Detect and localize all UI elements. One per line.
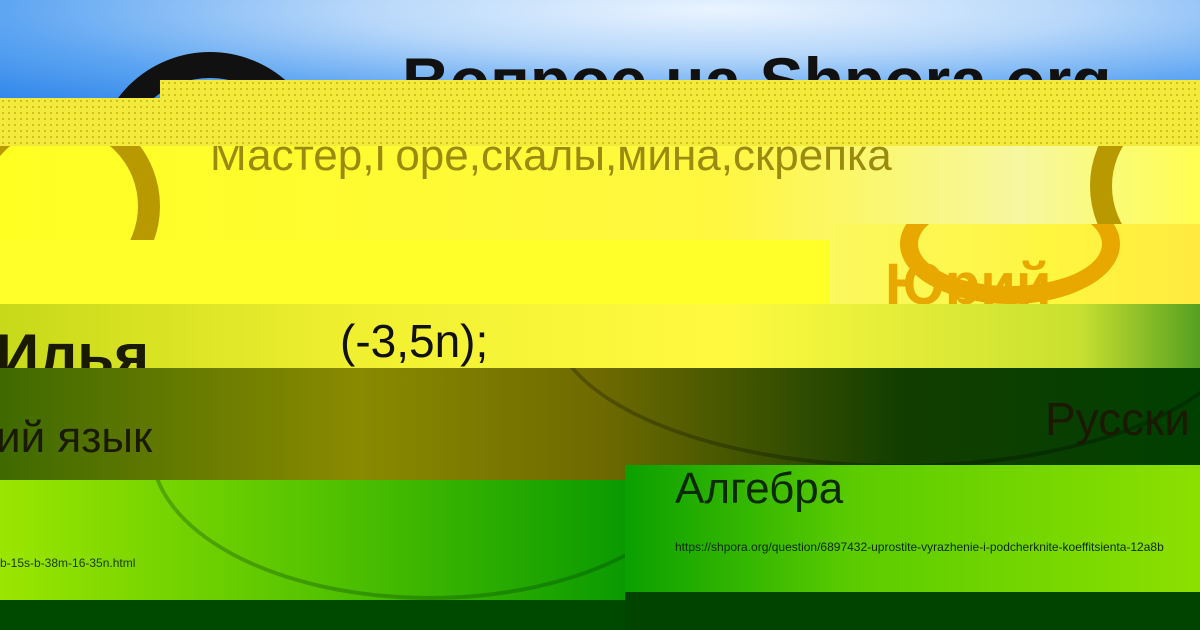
glitch-band: [0, 98, 1200, 146]
decorative-arc: [1090, 146, 1200, 241]
decorative-arc: [0, 146, 160, 241]
question-text: Мастер,Горе,скалы,мина,скрепка: [210, 146, 892, 180]
decorative-arc: [150, 480, 625, 600]
subject-label: Алгебра: [675, 465, 844, 513]
answer-card-left: b-15s-b-38m-16-35n.html: [0, 480, 625, 600]
footer-band: [0, 600, 625, 630]
answer-card-right: Юрий: [830, 224, 1200, 306]
author-name: Илья: [0, 322, 150, 371]
answer-link[interactable]: b-15s-b-38m-16-35n.html: [0, 556, 136, 570]
question-band: Мастер,Горе,скалы,мина,скрепка: [0, 146, 1200, 241]
subject-label: Русски: [1045, 393, 1190, 445]
subject-band: ий язык Русски: [0, 368, 1200, 480]
formula-band: (-3,5n); Илья: [0, 304, 1200, 370]
answer-card-right-lower: Алгебра https://shpora.org/question/6897…: [625, 465, 1200, 595]
glitch-band: [160, 80, 1200, 100]
question-formula: (-3,5n);: [340, 315, 489, 367]
subject-label: ий язык: [0, 413, 153, 462]
answer-link[interactable]: https://shpora.org/question/6897432-upro…: [675, 540, 1164, 554]
author-name: Юрий: [885, 252, 1052, 307]
footer-band: [625, 592, 1200, 630]
